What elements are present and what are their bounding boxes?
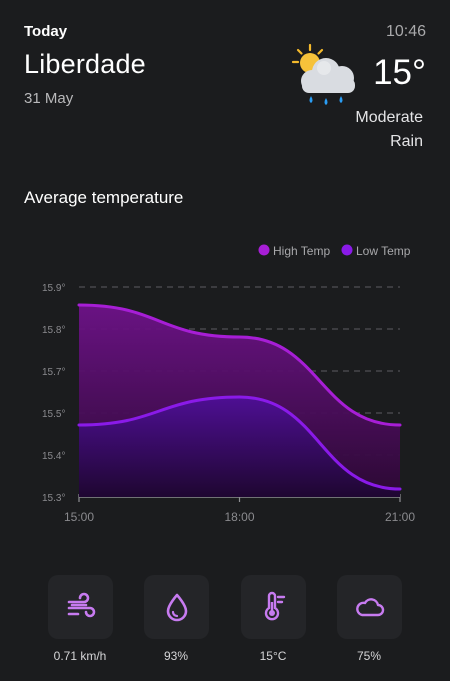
thermometer-icon bbox=[264, 591, 285, 621]
wind-speed-value: 0.71 km/h bbox=[53, 649, 107, 663]
condition-line-1: Moderate bbox=[355, 109, 423, 126]
legend-marker-1 bbox=[341, 244, 353, 256]
today-label: Today bbox=[24, 23, 68, 40]
cloud-cover-card[interactable] bbox=[337, 575, 402, 639]
legend-marker-0 bbox=[258, 244, 270, 256]
humidity-card[interactable] bbox=[144, 575, 209, 639]
section-title: Average temperature bbox=[24, 188, 184, 207]
chart-lines bbox=[77, 303, 402, 491]
city-name: Liberdade bbox=[24, 49, 146, 79]
wind-icon bbox=[67, 592, 95, 618]
x-tick-label-2: 21:00 bbox=[385, 510, 415, 524]
cloud-icon bbox=[355, 598, 384, 617]
humidity-value: 93% bbox=[163, 649, 189, 663]
humidity-drop-icon bbox=[166, 593, 187, 622]
x-tick-label-0: 15:00 bbox=[64, 510, 94, 524]
series-line-0 bbox=[77, 303, 402, 427]
y-tick-label-3: 15.5° bbox=[42, 409, 65, 420]
series-area-1 bbox=[79, 397, 400, 497]
x-axis-ticks: 15:00 18:00 21:00 bbox=[64, 510, 415, 524]
feels-like-card[interactable] bbox=[241, 575, 306, 639]
series-line-1 bbox=[77, 395, 402, 491]
legend-label-1: Low Temp bbox=[356, 244, 411, 258]
y-tick-label-0: 15.9° bbox=[42, 283, 65, 294]
current-temperature: 15° bbox=[373, 53, 426, 92]
chart-legend: High Temp Low Temp bbox=[258, 244, 411, 258]
x-tick-label-1: 18:00 bbox=[224, 510, 254, 524]
y-axis-ticks: 15.9° 15.8° 15.7° 15.5° 15.4° 15.3° bbox=[42, 283, 65, 504]
time-label: 10:46 bbox=[385, 23, 426, 40]
y-tick-label-5: 15.3° bbox=[42, 493, 65, 504]
feels-like-value: 15°C bbox=[259, 649, 287, 663]
date-label: 31 May bbox=[24, 90, 74, 107]
wind-card[interactable] bbox=[48, 575, 113, 639]
y-tick-label-2: 15.7° bbox=[42, 367, 65, 378]
condition-line-2: Rain bbox=[390, 133, 423, 150]
legend-label-0: High Temp bbox=[273, 244, 330, 258]
chart-areas bbox=[79, 305, 400, 497]
cloud-cover-value: 75% bbox=[356, 649, 382, 663]
y-tick-label-1: 15.8° bbox=[42, 325, 65, 336]
sun-behind-rain-cloud-icon bbox=[291, 43, 355, 105]
y-tick-label-4: 15.4° bbox=[42, 451, 65, 462]
weather-condition: Moderate Rain bbox=[303, 106, 423, 154]
temperature-chart: High Temp Low Temp 15.9°15.8°15.7°15.5°15… bbox=[42, 244, 415, 524]
